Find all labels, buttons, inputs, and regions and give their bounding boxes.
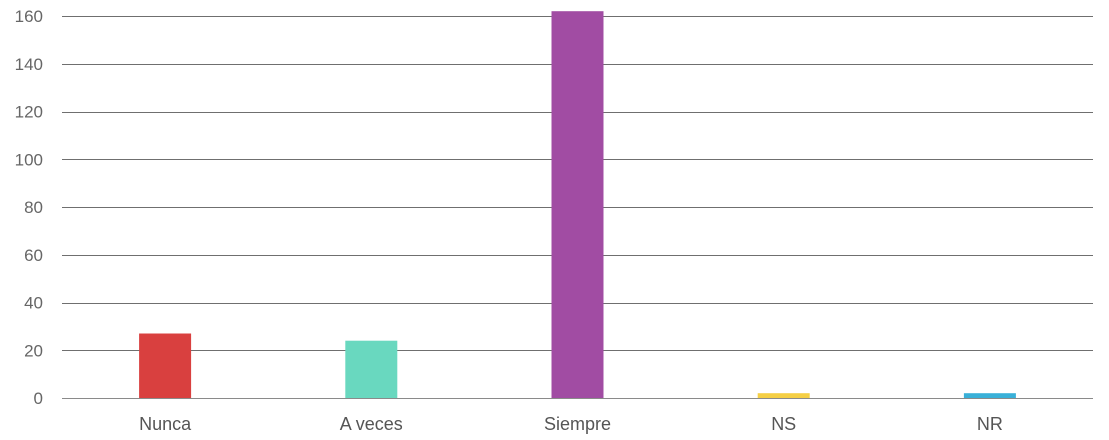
- y-axis-tick-labels: 0 20 40 60 80 100 120 140 160: [15, 7, 43, 408]
- y-tick-label: 160: [15, 7, 43, 26]
- y-tick-label: 0: [34, 389, 43, 408]
- bars: [139, 11, 1016, 398]
- bar-nr: [963, 393, 1016, 398]
- x-category-label: Nunca: [139, 414, 192, 434]
- bar-siempre: [551, 11, 604, 398]
- x-axis-category-labels: Nunca A veces Siempre NS NR: [139, 414, 1003, 434]
- y-tick-label: 80: [24, 198, 43, 217]
- x-category-label: NR: [977, 414, 1003, 434]
- y-tick-label: 120: [15, 103, 43, 122]
- x-category-label: Siempre: [544, 414, 611, 434]
- y-tick-label: 140: [15, 55, 43, 74]
- x-category-label: NS: [771, 414, 796, 434]
- bar-ns: [757, 393, 810, 398]
- y-tick-label: 100: [15, 150, 43, 169]
- x-category-label: A veces: [340, 414, 403, 434]
- y-tick-label: 20: [24, 341, 43, 360]
- y-tick-label: 60: [24, 246, 43, 265]
- bar-nunca: [139, 333, 192, 398]
- y-tick-label: 40: [24, 294, 43, 313]
- bar-a-veces: [345, 340, 398, 398]
